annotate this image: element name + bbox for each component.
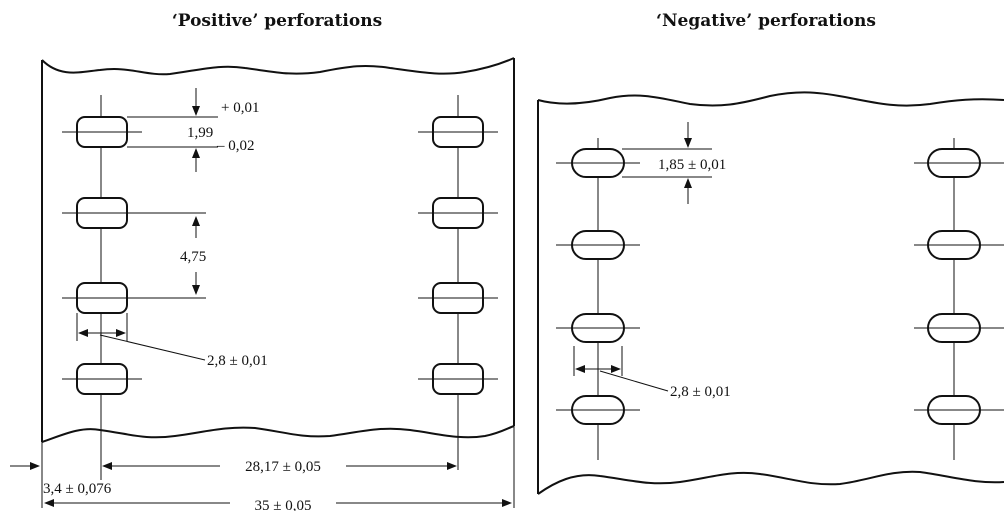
perforation-hole	[556, 148, 640, 178]
positive-tolerance-minus: – 0,02	[216, 138, 255, 154]
positive-hole-height-dimension	[127, 88, 218, 172]
perforation-hole	[556, 230, 640, 260]
positive-perforations-left	[62, 95, 142, 455]
positive-film-width-label: 35 ± 0,05	[255, 498, 312, 511]
negative-hole-width-dimension	[573, 346, 669, 392]
positive-hole-width-label: 2,8 ± 0,01	[207, 353, 268, 369]
perforation-hole	[418, 116, 498, 148]
negative-hole-height-dimension	[622, 122, 712, 204]
negative-perforations-right	[914, 138, 1004, 460]
negative-film-bottom-edge	[537, 470, 1004, 495]
positive-edge-offset-label: 3,4 ± 0,076	[43, 481, 112, 497]
title-negative-perforations: ‘Negative’ perforations	[656, 11, 876, 31]
negative-hole-height-label: 1,85 ± 0,01	[658, 157, 726, 173]
perforation-hole	[418, 197, 498, 229]
positive-film-bottom-edge	[41, 425, 515, 443]
positive-film-strip	[41, 57, 515, 443]
negative-hole-width-label: 2,8 ± 0,01	[670, 384, 731, 400]
negative-perforations-left	[556, 138, 640, 460]
positive-tolerance-plus: + 0,01	[221, 100, 259, 116]
negative-film-top-edge	[537, 91, 1004, 107]
perforation-hole	[914, 148, 1004, 178]
perforation-hole	[914, 313, 1004, 343]
perforation-hole	[914, 395, 1004, 425]
title-positive-perforations: ‘Positive’ perforations	[172, 11, 382, 31]
perforation-hole	[556, 395, 640, 425]
positive-hole-span-dimension	[102, 462, 457, 470]
positive-hole-width-dimension	[76, 313, 206, 361]
positive-hole-span-label: 28,17 ± 0,05	[245, 459, 321, 475]
perforation-hole	[914, 230, 1004, 260]
perforation-hole	[62, 363, 142, 395]
perforation-hole	[62, 282, 142, 314]
perforation-hole	[418, 363, 498, 395]
positive-film-top-edge	[41, 57, 515, 76]
perforation-hole	[556, 313, 640, 343]
positive-hole-pitch-label: 4,75	[180, 249, 206, 265]
positive-perforations-right	[418, 95, 498, 470]
positive-hole-height-label: 1,99	[187, 125, 213, 141]
perforation-hole	[62, 116, 142, 148]
perforation-hole	[418, 282, 498, 314]
positive-film-width-dimension	[44, 426, 515, 508]
positive-edge-offset-dimension	[10, 442, 102, 508]
negative-film-strip	[537, 91, 1004, 495]
positive-pitch-dimension	[127, 212, 206, 299]
